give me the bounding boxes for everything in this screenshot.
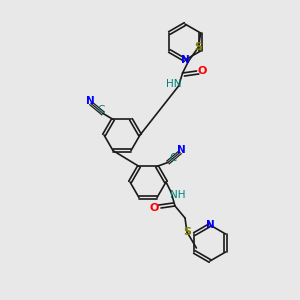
Text: C: C — [97, 105, 105, 116]
Text: S: S — [183, 227, 191, 237]
Text: NH: NH — [170, 190, 186, 200]
Text: N: N — [181, 55, 189, 65]
Text: O: O — [149, 203, 159, 213]
Text: N: N — [85, 96, 94, 106]
Text: S: S — [195, 42, 203, 52]
Text: N: N — [206, 220, 214, 230]
Text: O: O — [198, 66, 207, 76]
Text: C: C — [169, 153, 177, 164]
Text: N: N — [177, 146, 185, 155]
Text: HN: HN — [166, 79, 181, 89]
